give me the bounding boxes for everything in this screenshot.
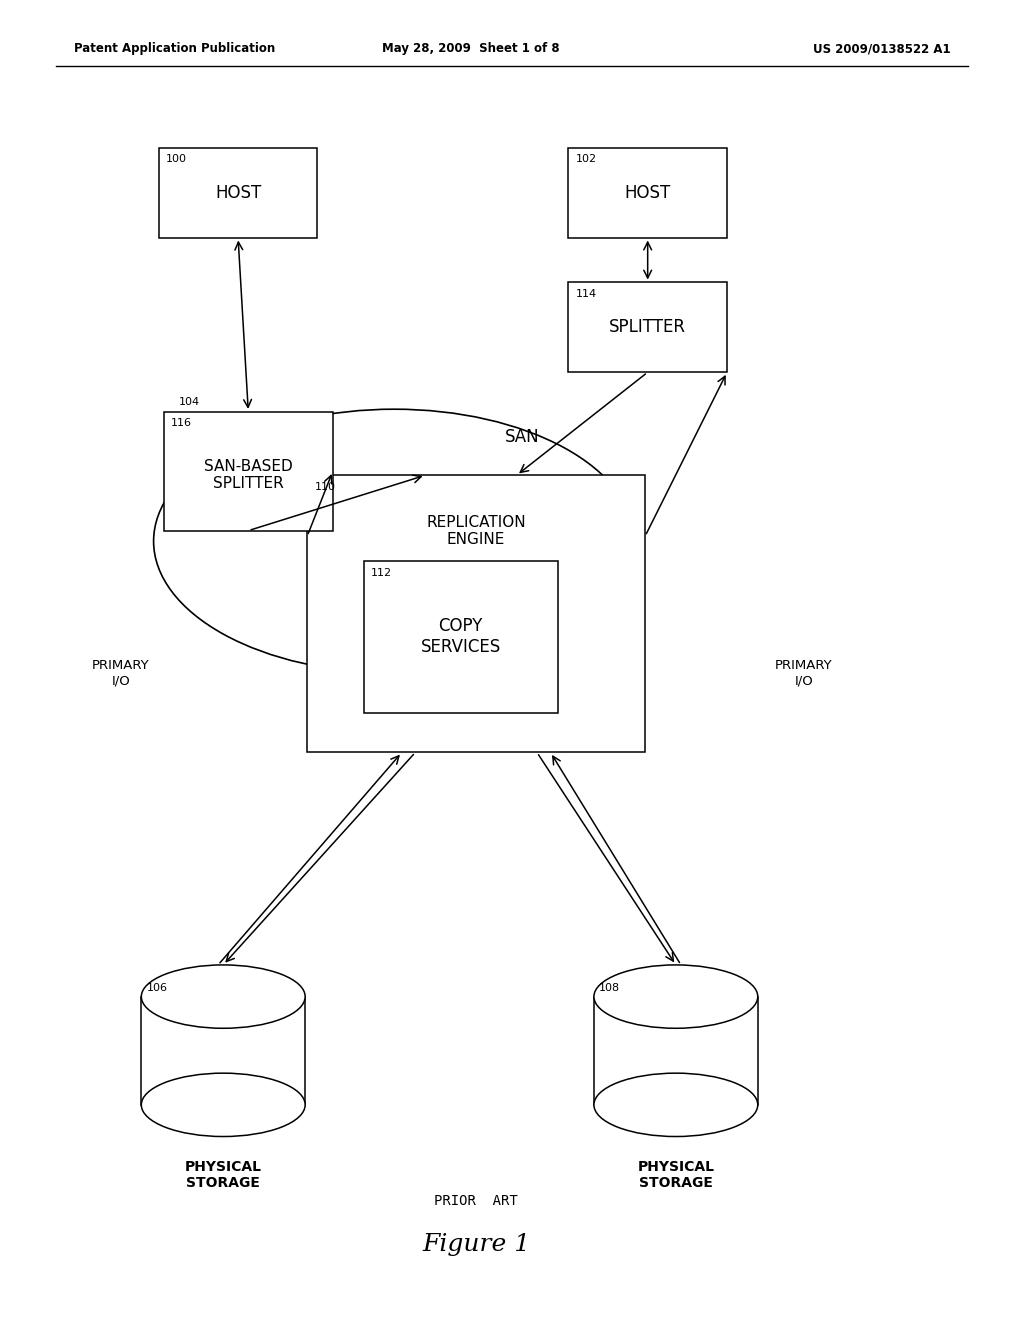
Bar (164, 412, 333, 531)
Text: PRIMARY
I/O: PRIMARY I/O (775, 659, 833, 688)
Text: SAN-BASED
SPLITTER: SAN-BASED SPLITTER (204, 459, 293, 491)
Text: US 2009/0138522 A1: US 2009/0138522 A1 (813, 42, 950, 55)
Ellipse shape (141, 1073, 305, 1137)
Bar (141, 997, 305, 1105)
Text: SPLITTER: SPLITTER (609, 318, 686, 337)
Bar (307, 475, 645, 752)
Text: REPLICATION
ENGINE: REPLICATION ENGINE (426, 515, 526, 548)
Text: May 28, 2009  Sheet 1 of 8: May 28, 2009 Sheet 1 of 8 (382, 42, 560, 55)
Bar (159, 148, 317, 238)
Text: HOST: HOST (215, 183, 261, 202)
Bar (568, 282, 727, 372)
Text: PRIOR  ART: PRIOR ART (434, 1195, 518, 1208)
Text: 110: 110 (314, 482, 336, 492)
Bar (568, 148, 727, 238)
Text: PHYSICAL
STORAGE: PHYSICAL STORAGE (184, 1160, 262, 1191)
Text: 102: 102 (575, 154, 597, 165)
Bar (364, 561, 558, 713)
Ellipse shape (141, 965, 305, 1028)
Text: 114: 114 (575, 289, 597, 300)
Text: 112: 112 (371, 568, 392, 578)
Text: HOST: HOST (625, 183, 671, 202)
Text: Figure 1: Figure 1 (422, 1233, 530, 1257)
Text: COPY
SERVICES: COPY SERVICES (421, 618, 501, 656)
Text: Patent Application Publication: Patent Application Publication (74, 42, 275, 55)
Text: PRIMARY
I/O: PRIMARY I/O (92, 659, 150, 688)
Bar (594, 997, 758, 1105)
Text: SAN: SAN (505, 428, 540, 446)
Text: PHYSICAL
STORAGE: PHYSICAL STORAGE (637, 1160, 715, 1191)
Ellipse shape (594, 1073, 758, 1137)
Text: 104: 104 (179, 396, 201, 407)
Text: 116: 116 (171, 418, 193, 429)
Text: 108: 108 (599, 982, 621, 993)
Text: 106: 106 (146, 982, 168, 993)
Text: 100: 100 (166, 154, 187, 165)
Ellipse shape (594, 965, 758, 1028)
